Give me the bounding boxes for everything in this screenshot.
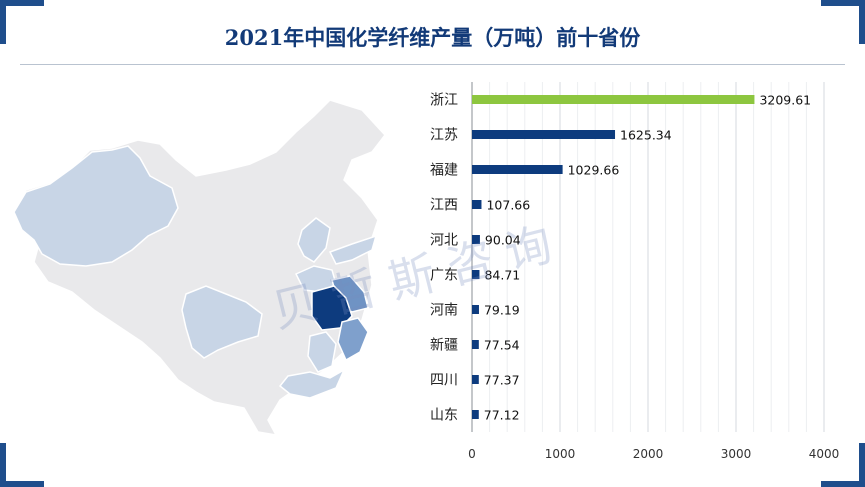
data-label: 1625.34: [620, 128, 672, 143]
bar: [472, 270, 480, 279]
bar: [472, 305, 479, 314]
corner-bottom-left-h: [0, 481, 44, 487]
category-label: 江西: [430, 198, 458, 214]
map-region-hebei: [297, 217, 331, 263]
china-map: [13, 99, 386, 436]
map-region-shandong: [328, 234, 378, 265]
bar: [472, 340, 479, 349]
corner-top-left: [0, 0, 6, 44]
x-tick-label: 2000: [633, 447, 664, 461]
map-region-jiangxi: [307, 331, 337, 373]
corner-bottom-right-h: [821, 481, 865, 487]
corner-top-left-h: [0, 0, 44, 6]
corner-top-right: [859, 0, 865, 44]
bar: [472, 200, 482, 209]
category-label: 广东: [430, 268, 458, 284]
bar: [472, 375, 479, 384]
category-label: 四川: [430, 373, 458, 389]
category-label: 河南: [430, 303, 458, 319]
corner-top-right-h: [821, 0, 865, 6]
data-label: 90.04: [485, 233, 521, 248]
category-label: 山东: [430, 408, 458, 424]
chart-title: 2021年中国化学纤维产量（万吨）前十省份: [224, 25, 641, 50]
data-label: 79.19: [484, 303, 520, 318]
bar: [472, 95, 755, 104]
data-label: 84.71: [484, 268, 520, 283]
category-label: 浙江: [430, 93, 458, 109]
x-tick-label: 1000: [545, 447, 576, 461]
corner-bottom-left: [0, 443, 6, 487]
data-label: 77.54: [484, 338, 520, 353]
data-label: 1029.66: [568, 163, 620, 178]
category-label: 江苏: [430, 128, 458, 144]
data-label: 3209.61: [759, 93, 811, 108]
bar: [472, 410, 479, 419]
data-label: 77.12: [484, 408, 520, 423]
x-tick-label: 3000: [721, 447, 752, 461]
x-tick-label: 0: [468, 447, 476, 461]
map-region-xinjiang: [13, 145, 179, 267]
corner-bottom-right: [859, 443, 865, 487]
map-region-sichuan: [181, 285, 263, 359]
category-label: 河北: [430, 233, 458, 249]
map-region-fujian: [337, 317, 369, 362]
data-label: 77.37: [484, 373, 520, 388]
map-region-guangdong: [278, 368, 346, 399]
category-label: 新疆: [430, 338, 458, 354]
title-divider: [20, 64, 845, 65]
x-tick-label: 4000: [809, 447, 840, 461]
data-label: 107.66: [486, 198, 530, 213]
bar: [472, 130, 616, 139]
category-label: 福建: [430, 163, 458, 179]
bar: [472, 165, 563, 174]
bar: [472, 235, 480, 244]
